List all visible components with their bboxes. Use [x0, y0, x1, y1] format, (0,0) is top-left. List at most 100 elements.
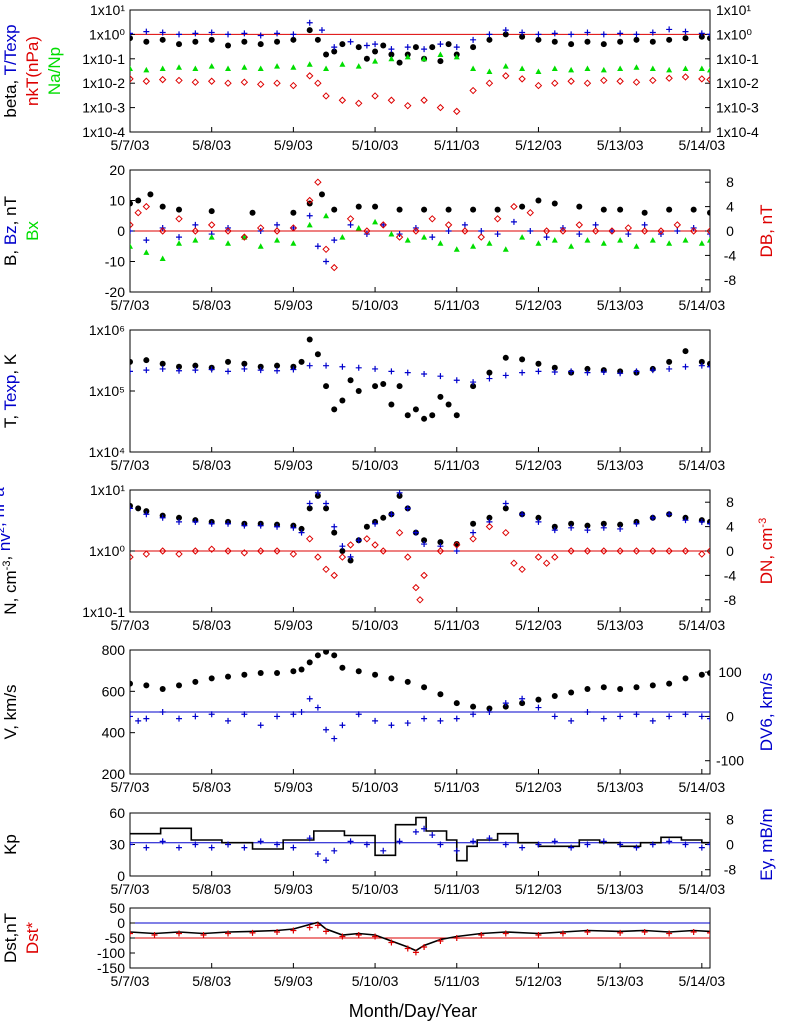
- point-beta: [437, 58, 444, 65]
- point-Bx: [502, 246, 509, 252]
- point-V: [600, 684, 607, 691]
- point-Bz: [674, 228, 681, 234]
- point-DB: [207, 221, 216, 229]
- point-Ey: [257, 838, 264, 845]
- point-nkT: [338, 96, 347, 104]
- point-nkT: [224, 79, 232, 87]
- point-DV6: [666, 713, 673, 720]
- point-nv2: [568, 524, 575, 531]
- point-Ey: [429, 832, 436, 839]
- x-tick-label: 5/14/03: [678, 973, 725, 989]
- point-T_over_Texp: [208, 29, 215, 36]
- panel-p3: 1x10⁴ 1x10⁵ 1x10⁶ 5/7/03 5/8/03 5/9/03 5/10/03…: [1, 322, 725, 473]
- point-DB: [510, 202, 518, 211]
- point-V: [176, 682, 183, 689]
- point-DN: [453, 541, 461, 549]
- point-Ey: [421, 825, 428, 832]
- point-Ey: [241, 844, 248, 851]
- point-DB: [542, 227, 551, 235]
- point-nkT: [371, 92, 379, 100]
- point-N: [584, 522, 591, 529]
- point-nv2: [257, 522, 264, 529]
- y-tick-label: 0: [117, 868, 125, 884]
- point-DN: [330, 571, 338, 580]
- point-Ey: [707, 841, 710, 848]
- point-DB: [706, 227, 710, 235]
- point-Bx: [584, 237, 591, 243]
- point-T: [486, 369, 493, 376]
- y-tick-label: 10: [109, 193, 125, 209]
- y-tick-label: 30: [109, 837, 125, 853]
- point-beta: [412, 44, 419, 51]
- point-Dst_star: [707, 929, 710, 936]
- y2-tick-label: 0: [726, 708, 734, 724]
- point-Texp: [159, 365, 166, 372]
- point-Bx: [470, 243, 477, 249]
- point-DB: [444, 221, 453, 229]
- point-Bx: [290, 240, 297, 246]
- point-beta: [143, 38, 150, 45]
- point-nkT: [404, 101, 412, 110]
- point-DN: [583, 547, 592, 555]
- point-T_over_Texp: [535, 31, 542, 38]
- point-DN: [616, 547, 624, 555]
- point-nv2: [339, 543, 346, 550]
- point-V: [502, 703, 509, 710]
- point-Na_over_Np: [633, 64, 640, 70]
- point-DV6: [225, 717, 232, 724]
- point-DN: [363, 535, 371, 543]
- point-B: [208, 208, 215, 215]
- point-Texp: [339, 363, 346, 370]
- point-T_over_Texp: [241, 30, 248, 37]
- y-axis-label: Bx: [23, 221, 42, 241]
- point-N: [176, 514, 183, 521]
- point-DV6: [486, 709, 493, 715]
- point-nv2: [306, 500, 313, 507]
- point-DN: [551, 553, 559, 561]
- point-V: [130, 680, 133, 687]
- x-tick-label: 5/11/03: [434, 973, 480, 989]
- point-DV6: [502, 700, 509, 707]
- y-tick-label: -150: [97, 960, 125, 976]
- point-Ey: [347, 838, 354, 845]
- point-nv2: [682, 517, 689, 524]
- point-T_over_Texp: [568, 31, 575, 38]
- point-Ey: [208, 844, 215, 851]
- x-tick-label: 5/8/03: [192, 881, 231, 897]
- y-tick-label: 1x10¹: [90, 2, 125, 18]
- x-tick-label: 5/9/03: [274, 137, 313, 153]
- point-beta: [323, 51, 330, 58]
- point-T_over_Texp: [519, 29, 526, 36]
- point-Ey: [314, 850, 321, 857]
- point-beta: [551, 38, 558, 45]
- point-beta: [633, 36, 640, 43]
- point-Texp: [323, 362, 330, 369]
- point-nkT: [240, 78, 249, 86]
- point-DN: [404, 553, 412, 561]
- point-V: [551, 693, 558, 700]
- point-Na_over_Np: [617, 65, 624, 72]
- point-beta: [666, 36, 673, 43]
- point-T_over_Texp: [306, 19, 313, 26]
- data-layer: [130, 178, 710, 272]
- point-Na_over_Np: [502, 63, 509, 69]
- x-tick-label: 5/14/03: [678, 137, 725, 153]
- point-N: [298, 525, 305, 532]
- point-Bz: [192, 221, 199, 228]
- point-DB: [191, 227, 200, 235]
- point-nkT: [142, 77, 151, 85]
- point-Dst_star: [130, 930, 133, 937]
- point-DB: [640, 227, 649, 235]
- point-Na_over_Np: [707, 66, 710, 73]
- point-V: [306, 659, 313, 666]
- point-beta: [470, 44, 477, 51]
- point-Na_over_Np: [486, 68, 493, 75]
- point-DV6: [584, 709, 591, 715]
- point-nkT: [322, 92, 330, 100]
- x-tick-label: 5/13/03: [597, 779, 644, 795]
- point-Bx: [257, 243, 264, 249]
- point-T_over_Texp: [633, 31, 640, 38]
- y2-tick-label: 8: [726, 174, 734, 190]
- point-nkT: [273, 79, 281, 87]
- point-T_over_Texp: [600, 31, 607, 38]
